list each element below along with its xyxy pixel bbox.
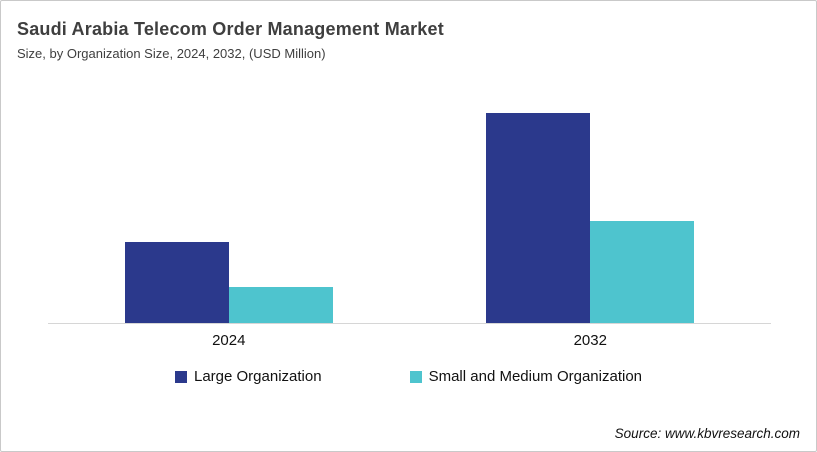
bar-large-organization-2032	[486, 113, 591, 323]
chart-subtitle: Size, by Organization Size, 2024, 2032, …	[17, 46, 326, 61]
x-tick-label-2024: 2024	[212, 332, 246, 349]
legend: Large Organization Small and Medium Orga…	[1, 368, 816, 385]
legend-label-small-medium-organization: Small and Medium Organization	[428, 368, 643, 385]
plot-area	[48, 93, 771, 324]
legend-label-large-organization: Large Organization	[193, 368, 322, 385]
chart-header: Saudi Arabia Telecom Order Management Ma…	[17, 17, 444, 62]
legend-swatch-small-medium-organization	[409, 370, 422, 383]
bar-small-and-medium-organization-2032	[590, 221, 695, 323]
legend-swatch-large-organization	[174, 370, 187, 383]
x-axis-tick-labels: 2024 2032	[48, 332, 771, 349]
x-tick-label-2032: 2032	[573, 332, 607, 349]
legend-item-small-medium-organization: Small and Medium Organization	[409, 368, 643, 385]
bar-large-organization-2024	[124, 242, 229, 323]
bar-group-2032	[410, 93, 772, 323]
source-attribution: Source: www.kbvresearch.com	[614, 426, 800, 441]
legend-item-large-organization: Large Organization	[174, 368, 322, 385]
chart-title: Saudi Arabia Telecom Order Management Ma…	[17, 19, 444, 39]
bar-group-2024	[48, 93, 410, 323]
bar-small-and-medium-organization-2024	[228, 287, 333, 323]
